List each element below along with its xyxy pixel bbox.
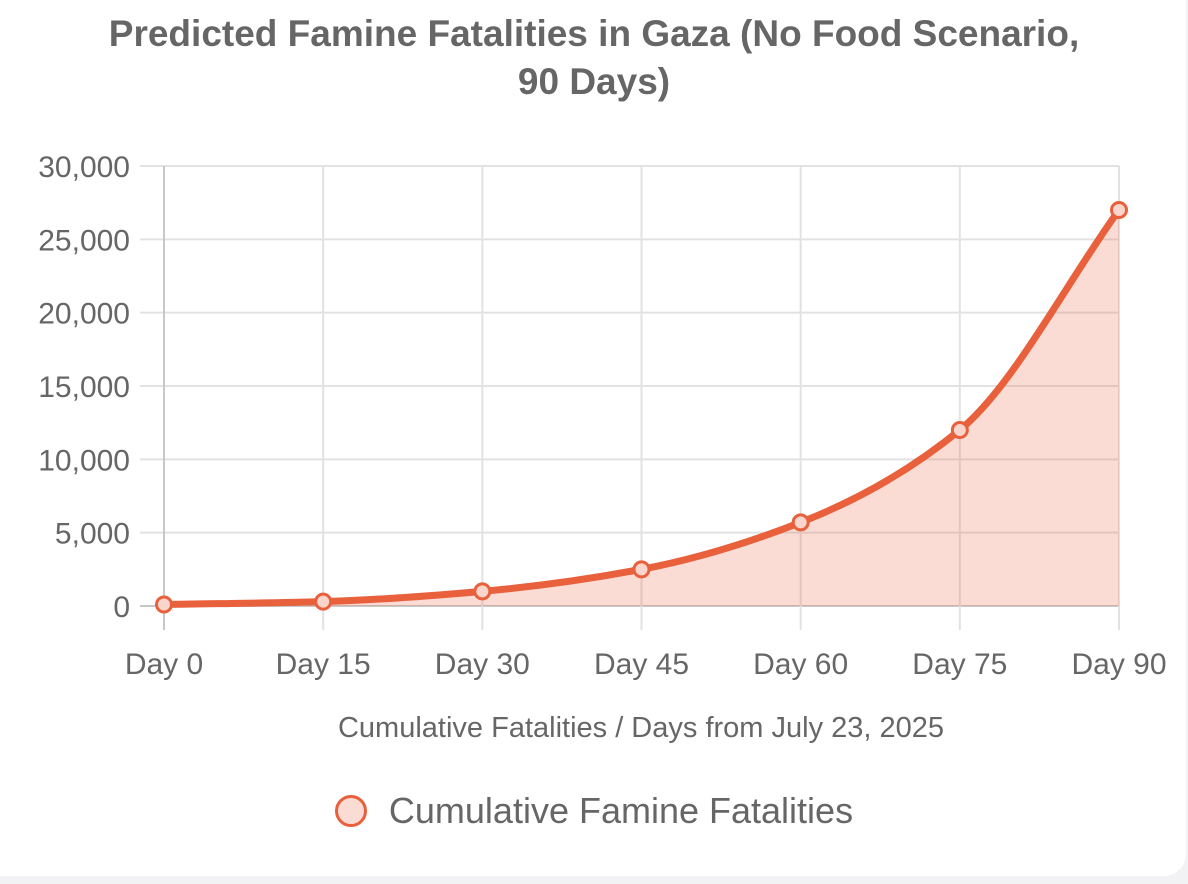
- data-point[interactable]: [314, 592, 333, 611]
- data-point[interactable]: [950, 421, 969, 439]
- y-tick-label: 0: [113, 591, 130, 624]
- x-axis-title: Cumulative Fatalities / Days from July 2…: [338, 712, 944, 744]
- y-tick-label: 30,000: [38, 151, 130, 184]
- x-tick-label: Day 75: [912, 648, 1007, 681]
- data-point[interactable]: [1110, 201, 1128, 219]
- legend-marker-icon: [334, 795, 367, 827]
- series-area-fill: [164, 210, 1119, 606]
- legend[interactable]: Cumulative Famine Fatalities: [0, 786, 1186, 836]
- chart-title-line-2: 90 Days): [517, 61, 671, 102]
- point-layer: [155, 201, 1128, 614]
- chart-title-line-1: Predicted Famine Fatalities in Gaza (No …: [108, 13, 1080, 54]
- data-point[interactable]: [791, 513, 810, 532]
- x-tick-label: Day 15: [276, 648, 371, 681]
- y-tick-label: 10,000: [38, 444, 130, 477]
- x-tick-label: Day 0: [125, 648, 203, 681]
- grid-layer: [140, 165, 1120, 630]
- data-point[interactable]: [473, 582, 492, 601]
- y-tick-label: 20,000: [38, 298, 130, 331]
- x-tick-label: Day 60: [753, 648, 848, 681]
- x-tick-label: Day 30: [435, 648, 530, 681]
- legend-label: Cumulative Famine Fatalities: [388, 790, 854, 831]
- x-tick-label: Day 90: [1071, 648, 1166, 681]
- area-layer: [164, 210, 1119, 606]
- y-tick-label: 5,000: [55, 518, 130, 551]
- line-chart: 0 5,000 10,000 15,000 20,000 25,000 30,000 Day…: [38, 151, 1167, 744]
- y-tick-label: 15,000: [38, 371, 130, 404]
- x-tick-label: Day 45: [594, 648, 689, 681]
- chart-title: Predicted Famine Fatalities in Gaza (No …: [0, 10, 1186, 106]
- x-axis-ticks: Day 0 Day 15 Day 30 Day 45 Day 60 Day 75 Day 9…: [125, 648, 1167, 681]
- y-tick-label: 25,000: [38, 224, 130, 257]
- data-point[interactable]: [155, 595, 173, 614]
- y-axis-ticks: 0 5,000 10,000 15,000 20,000 25,000 30,000: [38, 151, 130, 624]
- data-point[interactable]: [632, 560, 651, 579]
